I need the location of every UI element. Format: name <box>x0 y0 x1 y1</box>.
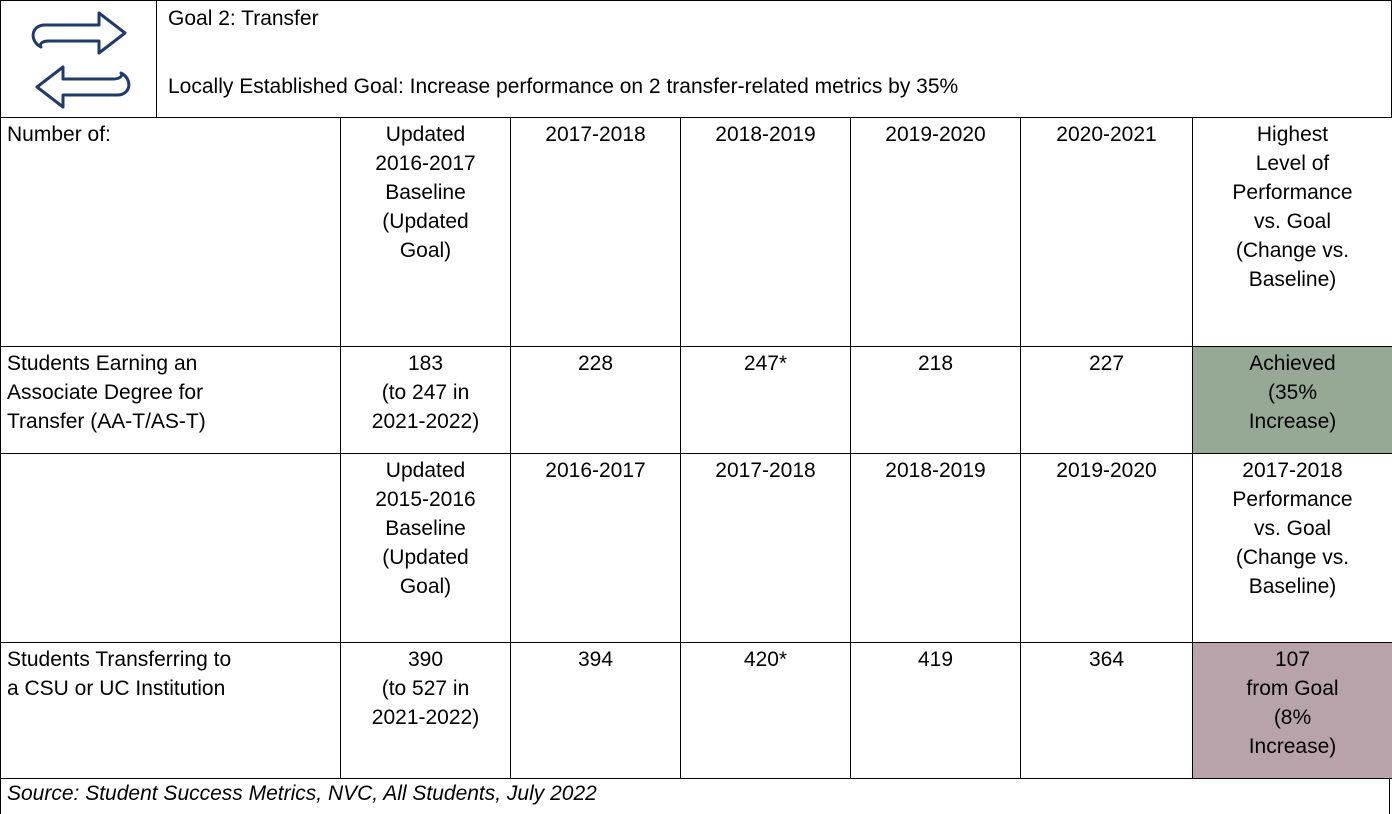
cell-line: 419 <box>917 648 954 671</box>
transfer-icon <box>31 11 131 109</box>
cell-line: vs. Goal <box>1253 210 1332 233</box>
cell-line: 2021-2022) <box>371 410 480 433</box>
cell-line: Goal) <box>399 575 452 598</box>
goal-text: Locally Established Goal: Increase perfo… <box>168 75 959 98</box>
table-cell: 227 <box>1020 346 1193 454</box>
cell-line: Updated <box>385 123 466 146</box>
cell-line: (Change vs. <box>1235 546 1350 569</box>
cell-line: 394 <box>577 648 614 671</box>
cell-line: Students Transferring to <box>7 648 232 671</box>
table-cell: Achieved (35% Increase) <box>1192 346 1392 454</box>
cell-line: 2020-2021 <box>1056 123 1157 146</box>
cell-line: Baseline <box>385 517 466 540</box>
table-row: Updated 2015-2016 Baseline (Updated Goal) 201… <box>0 453 1392 643</box>
table-cell: 247* <box>680 346 851 454</box>
cell-line: Number of: <box>7 123 111 146</box>
cell-line: Baseline <box>385 181 466 204</box>
table-cell: 2020-2021 <box>1020 117 1193 347</box>
cell-line: 2018-2019 <box>715 123 816 146</box>
cell-line: (Change vs. <box>1235 239 1350 262</box>
cell-line: (8% <box>1273 706 1312 729</box>
cell-line: 390 <box>407 648 444 671</box>
table-cell: 419 <box>850 642 1021 779</box>
cell-line: 228 <box>577 352 614 375</box>
table-cell: 2017-2018 <box>510 117 681 347</box>
table-cell: 390 (to 527 in 2021-2022) <box>340 642 511 779</box>
cell-line: 2015-2016 <box>375 488 476 511</box>
cell-line: (to 247 in <box>381 381 470 404</box>
table-cell: 394 <box>510 642 681 779</box>
cell-line: Transfer (AA-T/AS-T) <box>7 410 206 433</box>
cell-line: 2019-2020 <box>885 123 986 146</box>
goal-title: Goal 2: Transfer <box>168 7 319 30</box>
transfer-icon-cell <box>1 1 157 118</box>
cell-line: Achieved <box>1249 352 1336 375</box>
table-cell: Students Transferring to a CSU or UC Inst… <box>0 642 341 779</box>
table-cell: Number of: <box>0 117 341 347</box>
cell-line: from Goal <box>1246 677 1339 700</box>
table-cell <box>0 453 341 643</box>
cell-line: 2016-2017 <box>375 152 476 175</box>
table-cell: 2019-2020 <box>1020 453 1193 643</box>
metrics-table: Number of: Updated 2016-2017 Baseline (Updat… <box>0 117 1392 779</box>
cell-line: Highest <box>1256 123 1329 146</box>
table-cell: 2016-2017 <box>510 453 681 643</box>
table-cell: 420* <box>680 642 851 779</box>
cell-line: (35% <box>1267 381 1318 404</box>
cell-line: Associate Degree for <box>7 381 204 404</box>
cell-line: 2017-2018 <box>545 123 646 146</box>
cell-line: 247* <box>743 352 788 375</box>
table-cell: 228 <box>510 346 681 454</box>
cell-line: 2019-2020 <box>1056 459 1157 482</box>
table-cell: 218 <box>850 346 1021 454</box>
table-cell: 107 from Goal (8% Increase) <box>1192 642 1392 779</box>
cell-line: 2018-2019 <box>885 459 986 482</box>
cell-line: 364 <box>1088 648 1125 671</box>
table-cell: 2018-2019 <box>850 453 1021 643</box>
cell-line: 107 <box>1274 648 1311 671</box>
cell-line: Baseline) <box>1248 575 1337 598</box>
cell-line: 420* <box>743 648 788 671</box>
table-cell: Updated 2016-2017 Baseline (Updated Goal) <box>340 117 511 347</box>
cell-line: 218 <box>917 352 954 375</box>
cell-line: Increase) <box>1248 735 1337 758</box>
table-row: Students Earning an Associate Degree for T… <box>0 346 1392 454</box>
cell-line: 183 <box>407 352 444 375</box>
cell-line: 2017-2018 <box>715 459 816 482</box>
cell-line: 227 <box>1088 352 1125 375</box>
cell-line: a CSU or UC Institution <box>7 677 226 700</box>
cell-line: Increase) <box>1248 410 1337 433</box>
table-cell: 2018-2019 <box>680 117 851 347</box>
cell-line: Updated <box>385 459 466 482</box>
cell-line: Goal) <box>399 239 452 262</box>
cell-line: 2017-2018 <box>1242 459 1343 482</box>
cell-line: 2016-2017 <box>545 459 646 482</box>
cell-line: Performance <box>1232 181 1353 204</box>
cell-line: (Updated <box>382 546 469 569</box>
goal-header: Goal 2: Transfer Locally Established Goa… <box>0 0 1392 118</box>
cell-line: 2021-2022) <box>371 706 480 729</box>
cell-line: vs. Goal <box>1253 517 1332 540</box>
table-cell: 2019-2020 <box>850 117 1021 347</box>
table-cell: 2017-2018 Performance vs. Goal (Change vs. B… <box>1192 453 1392 643</box>
table-cell: Updated 2015-2016 Baseline (Updated Goal) <box>340 453 511 643</box>
cell-line: Level of <box>1255 152 1330 175</box>
table-row: Number of: Updated 2016-2017 Baseline (Updat… <box>0 117 1392 347</box>
cell-line: (Updated <box>382 210 469 233</box>
cell-line: Students Earning an <box>7 352 198 375</box>
source-note: Source: Student Success Metrics, NVC, Al… <box>0 778 1390 814</box>
table-cell: Students Earning an Associate Degree for T… <box>0 346 341 454</box>
cell-line: Performance <box>1232 488 1353 511</box>
table-cell: 364 <box>1020 642 1193 779</box>
table-cell: 2017-2018 <box>680 453 851 643</box>
cell-line: Baseline) <box>1248 268 1337 291</box>
table-row: Students Transferring to a CSU or UC Inst… <box>0 642 1392 779</box>
cell-line: (to 527 in <box>381 677 470 700</box>
table-cell: 183 (to 247 in 2021-2022) <box>340 346 511 454</box>
table-cell: Highest Level of Performance vs. Goal (Chang… <box>1192 117 1392 347</box>
